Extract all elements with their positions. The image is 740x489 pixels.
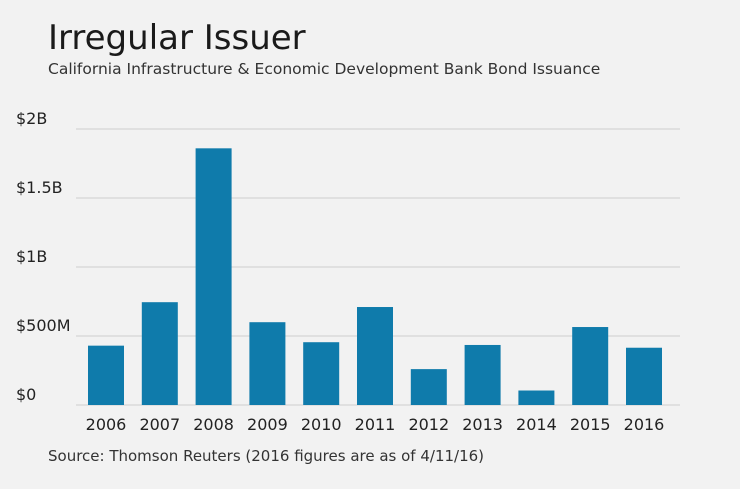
chart-source-note: Source: Thomson Reuters (2016 figures ar… — [48, 447, 485, 465]
bar-2007 — [141, 302, 178, 405]
x-tick-label: 2007 — [139, 415, 180, 434]
bar-2006 — [88, 345, 124, 405]
y-tick-label: $0 — [16, 385, 36, 404]
x-tick-label: 2008 — [193, 415, 234, 434]
x-tick-label: 2016 — [624, 415, 665, 434]
x-tick-label: 2010 — [301, 415, 342, 434]
x-tick-label: 2014 — [516, 415, 557, 434]
x-tick-label: 2012 — [408, 415, 449, 434]
chart-title: Irregular Issuer — [48, 18, 306, 58]
chart-subtitle: California Infrastructure & Economic Dev… — [48, 60, 601, 78]
x-axis-tick-labels: 2006 2007 2008 2009 2010 2011 2012 2013 2014 2015… — [86, 415, 665, 434]
x-tick-label: 2009 — [247, 415, 288, 434]
x-tick-label: 2013 — [462, 415, 503, 434]
bar-2013 — [464, 344, 501, 405]
bar-2012 — [410, 369, 447, 405]
y-tick-label: $500M — [16, 316, 71, 335]
y-axis-tick-labels: $0 $500M $1B $1.5B $2B — [16, 109, 71, 404]
bar-2016 — [626, 347, 662, 405]
x-tick-label: 2015 — [570, 415, 611, 434]
bar-2015 — [572, 327, 609, 405]
x-tick-label: 2011 — [355, 415, 396, 434]
bar-2010 — [303, 342, 340, 405]
y-tick-label: $1.5B — [16, 178, 63, 197]
y-tick-label: $2B — [16, 109, 47, 128]
bar-2011 — [357, 307, 393, 405]
bar-2014 — [518, 390, 555, 405]
x-tick-label: 2006 — [86, 415, 127, 434]
y-tick-label: $1B — [16, 247, 47, 266]
bar-2009 — [249, 322, 286, 405]
bars — [88, 148, 662, 405]
bar-2008 — [195, 148, 232, 405]
